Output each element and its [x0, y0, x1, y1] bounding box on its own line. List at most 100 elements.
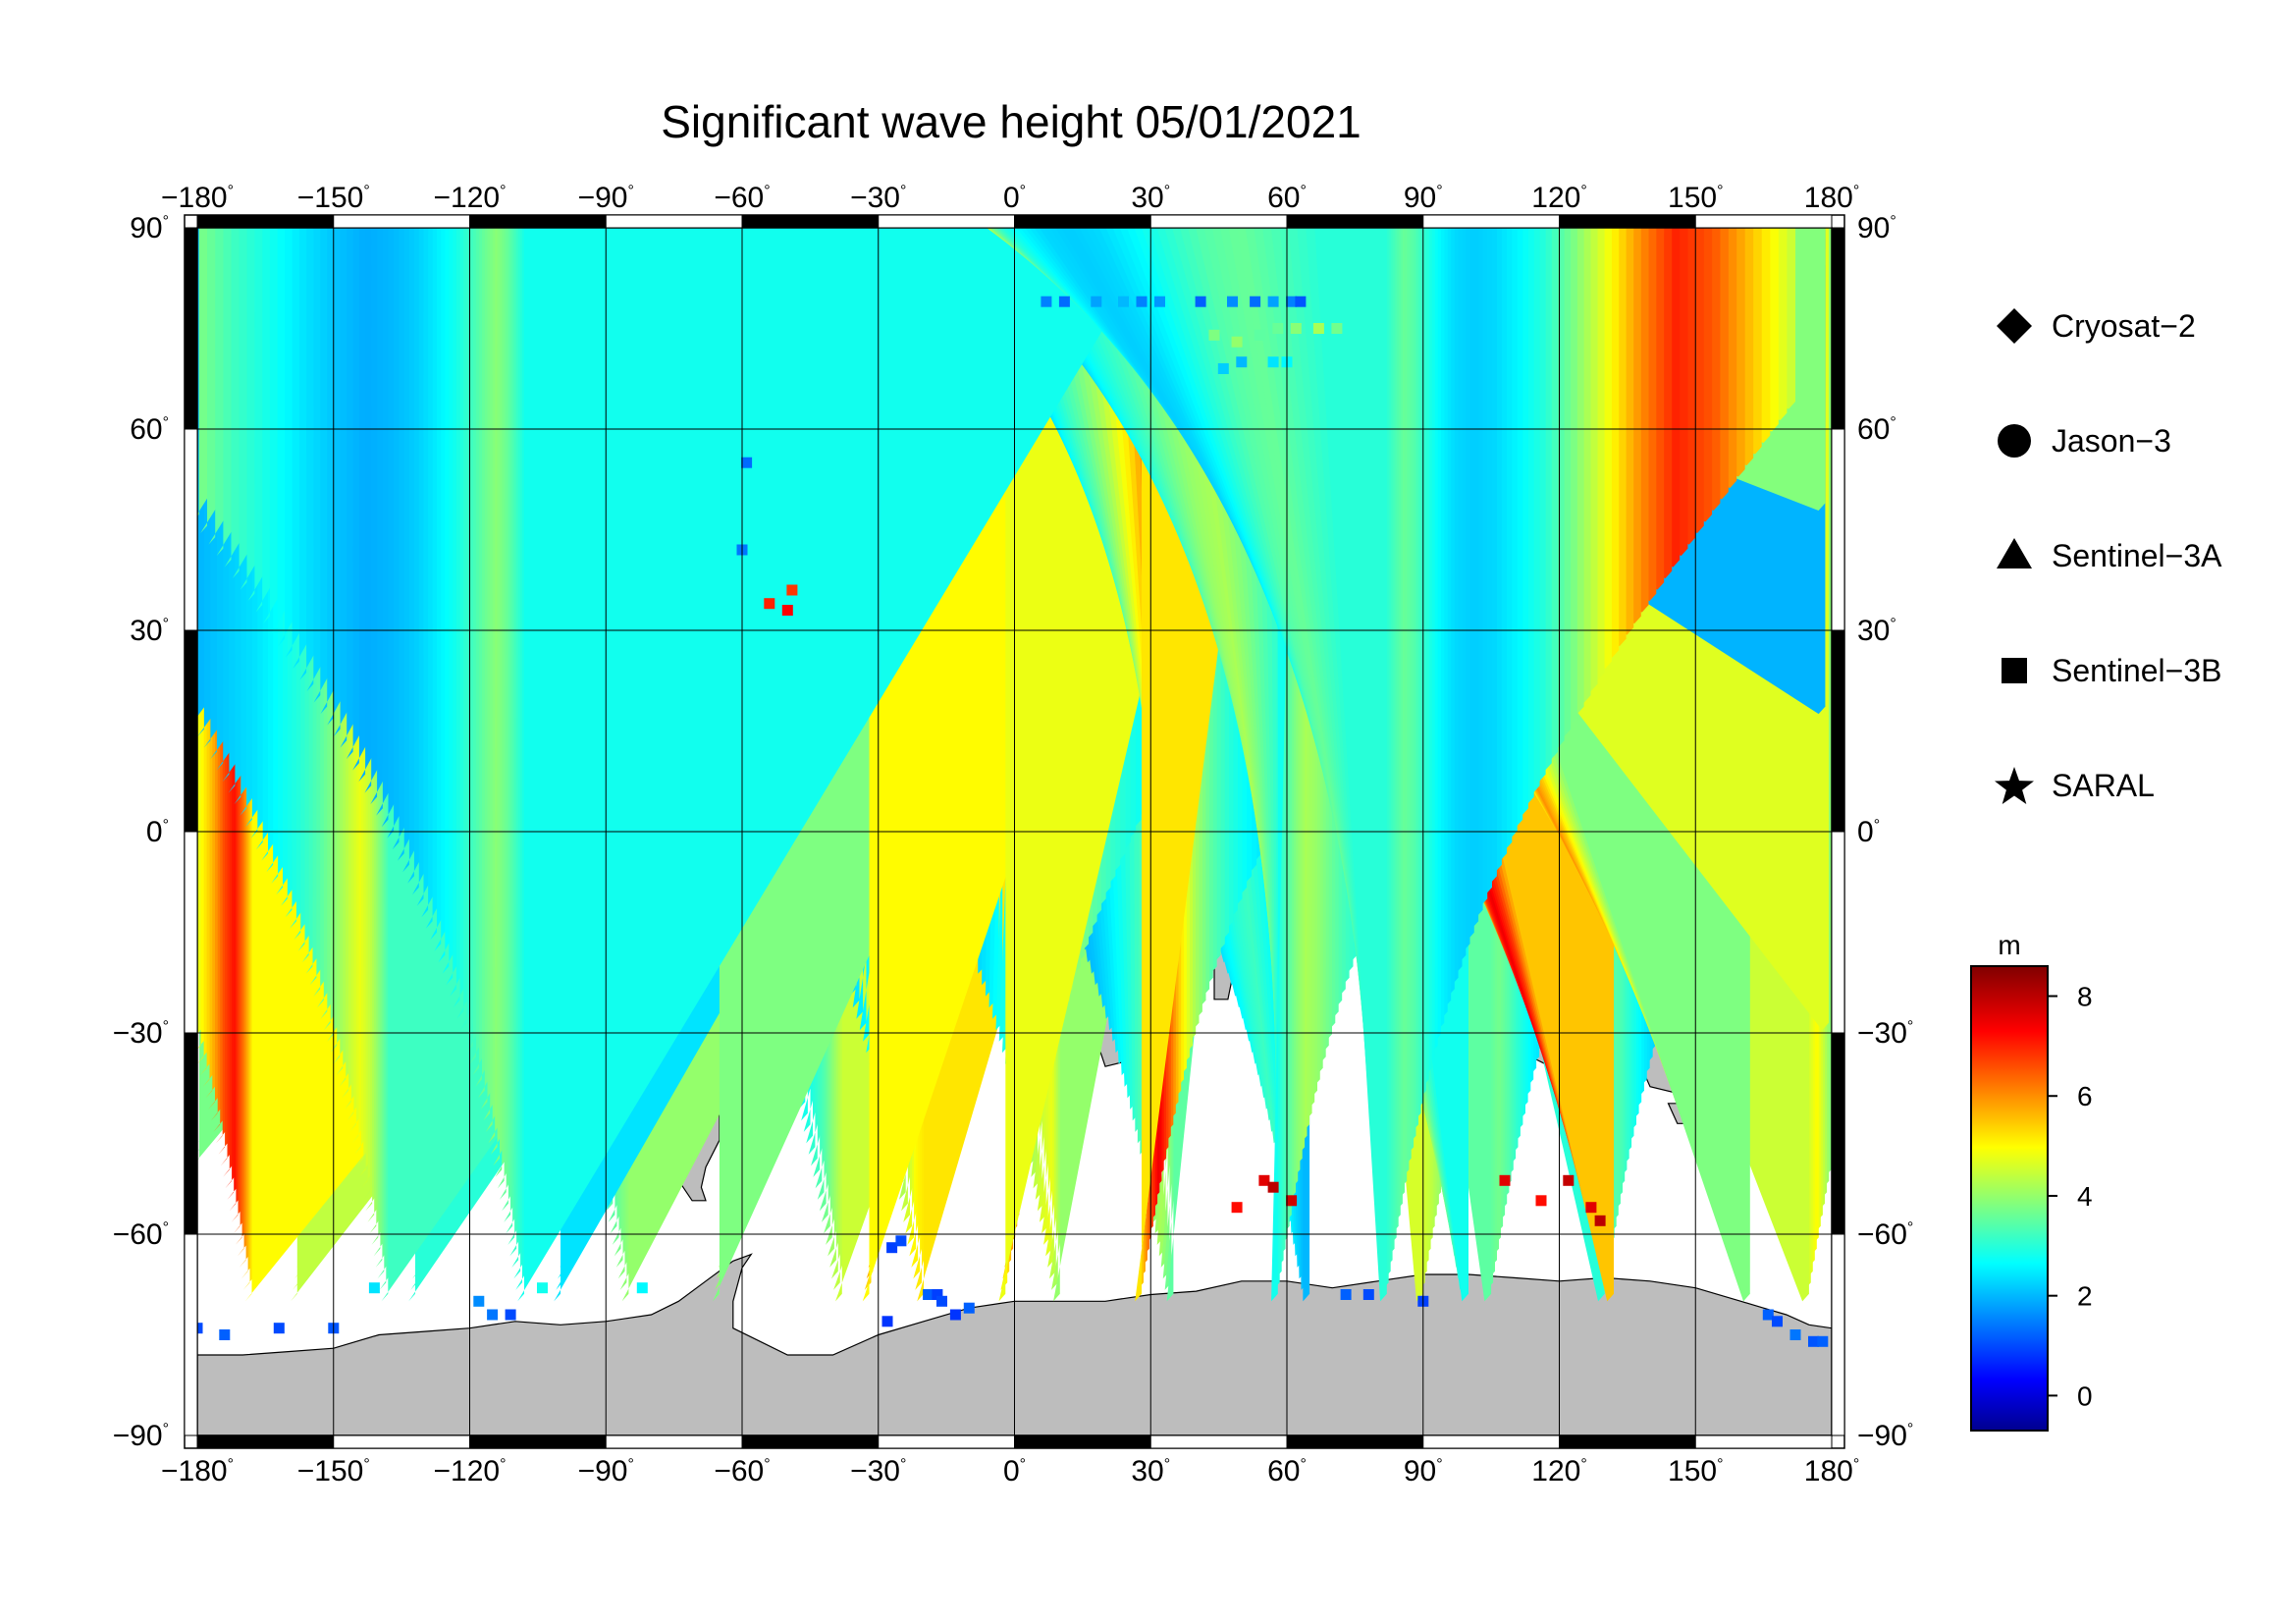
- sentinel-3b-point: [1286, 1195, 1298, 1207]
- tick-labels: −180° −180° −150° −150° −120° −120° −90° −90° −6…: [113, 182, 1914, 1488]
- lon-label-top: −30°: [850, 182, 906, 214]
- lon-label-bottom: 150°: [1668, 1455, 1723, 1488]
- frame-segment-top: [196, 214, 335, 229]
- lon-label-top: −90°: [578, 182, 634, 214]
- lat-label-right: 0°: [1857, 816, 1880, 848]
- frame-segment-bottom: [333, 1434, 470, 1449]
- sentinel-3b-point: [1789, 1329, 1801, 1340]
- frame-segment-left: [184, 629, 198, 833]
- map-frame: [184, 214, 1845, 1449]
- lat-label-left: −30°: [113, 1017, 169, 1050]
- sentinel-3b-point: [197, 1323, 203, 1334]
- colorbar-tick-label: 6: [2077, 1081, 2093, 1111]
- sentinel-3a-point: [517, 228, 1165, 1302]
- sentinel-3b-point: [1041, 296, 1052, 307]
- graticule-grid: [197, 228, 1832, 1435]
- sentinel-3b-point: [1267, 296, 1279, 307]
- sentinel-3b-point: [1091, 296, 1102, 307]
- frame-segment-top: [741, 214, 880, 229]
- sentinel-3b-point: [473, 1295, 485, 1307]
- sentinel-3b-point: [1286, 296, 1298, 307]
- legend-item: SARAL: [1995, 767, 2155, 804]
- lon-label-top: −120°: [434, 182, 507, 214]
- lon-label-top: −60°: [714, 182, 770, 214]
- sentinel-3b-point: [1290, 323, 1302, 334]
- sentinel-3b-point: [1154, 296, 1165, 307]
- sentinel-3b-point: [741, 457, 753, 468]
- sentinel-3b-point: [786, 584, 798, 596]
- triangle-icon: [1997, 538, 2032, 568]
- sentinel-3b-point: [936, 1295, 947, 1307]
- frame-segment-left: [184, 831, 198, 1034]
- frame-segment-top: [1286, 214, 1424, 229]
- frame-segment-top: [605, 214, 743, 229]
- frame-segment-top: [1559, 214, 1696, 229]
- lon-label-bottom: −180°: [161, 1455, 234, 1488]
- star-icon: [1995, 767, 2034, 804]
- lat-label-right: 60°: [1857, 413, 1896, 446]
- sentinel-3b-point: [781, 605, 793, 616]
- legend-item: Jason−3: [1998, 423, 2171, 459]
- legend-label: Jason−3: [2052, 423, 2171, 459]
- lon-label-bottom: −90°: [578, 1455, 634, 1488]
- sentinel-3b-point: [1258, 1174, 1270, 1186]
- sentinel-3b-point: [1762, 1309, 1774, 1321]
- lon-label-top: 90°: [1404, 182, 1443, 214]
- lat-label-left: 0°: [146, 816, 169, 848]
- sentinel-3b-point: [1585, 1202, 1597, 1214]
- colorbar-tick-label: 2: [2077, 1281, 2093, 1312]
- lon-label-top: 30°: [1131, 182, 1170, 214]
- sentinel-3b-point: [949, 1309, 961, 1321]
- lon-label-bottom: 0°: [1003, 1455, 1026, 1488]
- sentinel-3b-point: [1267, 356, 1279, 368]
- sentinel-3b-point: [963, 1302, 975, 1314]
- sentinel-3a-point: [998, 228, 1249, 1302]
- sentinel-3b-point: [1499, 1174, 1511, 1186]
- colorbar-unit: m: [1998, 930, 2020, 960]
- frame-segment-right: [1831, 227, 1845, 430]
- lon-label-bottom: 120°: [1531, 1455, 1586, 1488]
- lon-label-bottom: −60°: [714, 1455, 770, 1488]
- legend-item: Cryosat−2: [1997, 308, 2196, 344]
- sentinel-3b-point: [1295, 296, 1307, 307]
- frame-segment-top: [1694, 214, 1833, 229]
- lat-label-left: −60°: [113, 1218, 169, 1251]
- sentinel-3b-point: [932, 1289, 943, 1300]
- sentinel-3a-point: [1271, 228, 1297, 1302]
- sentinel-3b-point: [1231, 1202, 1243, 1214]
- lon-label-top: 180°: [1804, 182, 1859, 214]
- lon-label-bottom: 90°: [1404, 1455, 1443, 1488]
- sentinel-3b-point: [1817, 1335, 1829, 1347]
- lon-label-bottom: −120°: [434, 1455, 507, 1488]
- sentinel-3b-point: [1535, 1195, 1547, 1207]
- frame-segment-right: [1831, 831, 1845, 1034]
- frame-segment-bottom: [878, 1434, 1015, 1449]
- lat-label-left: −90°: [113, 1420, 169, 1452]
- sentinel-3b-point: [1195, 296, 1206, 307]
- legend-label: Cryosat−2: [2052, 308, 2196, 344]
- sentinel-3a-point: [1272, 228, 1287, 1290]
- frame-segment-left: [184, 1233, 198, 1436]
- frame-segment-left: [184, 428, 198, 631]
- sentinel-3b-point: [1362, 1289, 1374, 1300]
- lon-label-top: 0°: [1003, 182, 1026, 214]
- legend-label: SARAL: [2052, 768, 2155, 803]
- legend-label: Sentinel−3B: [2052, 653, 2221, 688]
- satellite-legend: Cryosat−2 Jason−3 Sentinel−3A Sentinel−3B SA…: [1995, 308, 2222, 804]
- frame-segment-bottom: [469, 1434, 607, 1449]
- frame-segment-right: [1831, 428, 1845, 631]
- lon-label-top: 150°: [1668, 182, 1723, 214]
- lon-label-bottom: −150°: [297, 1455, 370, 1488]
- sentinel-3b-point: [1808, 1335, 1819, 1347]
- legend-label: Sentinel−3A: [2052, 538, 2222, 573]
- square-icon: [2002, 658, 2027, 683]
- frame-segment-bottom: [1694, 1434, 1833, 1449]
- frame-segment-right: [1831, 629, 1845, 833]
- frame-segment-bottom: [196, 1434, 335, 1449]
- sentinel-3b-point: [1208, 329, 1220, 341]
- sentinel-3b-point: [1250, 296, 1261, 307]
- frame-segment-bottom: [1286, 1434, 1424, 1449]
- frame-segment-top: [1422, 214, 1560, 229]
- sentinel-3b-point: [1058, 296, 1070, 307]
